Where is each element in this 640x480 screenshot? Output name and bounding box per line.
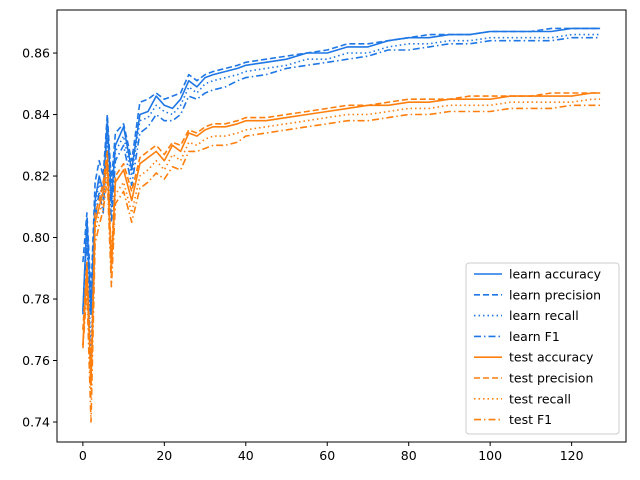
- legend-label: test F1: [509, 412, 552, 427]
- series-line-test-f1: [82, 104, 601, 423]
- x-tick-label: 120: [560, 448, 584, 463]
- plot-frame: [56, 9, 627, 443]
- legend-label: test recall: [509, 391, 571, 406]
- series-line-learn-f1: [82, 36, 601, 377]
- x-tick-label: 80: [401, 448, 417, 463]
- series-line-learn-precision: [82, 27, 601, 294]
- series-line-learn-accuracy: [82, 27, 601, 316]
- legend-label: learn precision: [509, 287, 601, 302]
- y-tick-label: 0.82: [22, 169, 50, 184]
- y-axis: 0.74 0.76 0.78 0.80 0.82 0.84 0.86: [22, 46, 57, 430]
- y-tick-label: 0.86: [22, 46, 50, 61]
- y-tick-label: 0.74: [22, 415, 50, 430]
- legend-label: learn accuracy: [509, 267, 602, 282]
- y-tick-label: 0.76: [22, 353, 50, 368]
- x-tick-label: 20: [156, 448, 172, 463]
- x-tick-label: 40: [238, 448, 254, 463]
- legend: learn accuracy learn precision learn recal…: [465, 262, 620, 435]
- y-tick-label: 0.84: [22, 107, 50, 122]
- legend-label: test precision: [509, 371, 593, 386]
- y-tick-label: 0.80: [22, 230, 50, 245]
- legend-label: test accuracy: [509, 350, 594, 365]
- legend-box: [465, 262, 620, 435]
- x-tick-label: 60: [319, 448, 335, 463]
- series-line-test-precision: [82, 92, 601, 374]
- legend-label: learn F1: [509, 329, 560, 344]
- series-layer: [82, 27, 601, 423]
- legend-label: learn recall: [509, 308, 579, 323]
- x-tick-label: 0: [79, 448, 87, 463]
- y-tick-label: 0.78: [22, 292, 50, 307]
- x-axis: 0 20 40 60 80 100 120: [79, 442, 584, 463]
- x-tick-label: 100: [478, 448, 502, 463]
